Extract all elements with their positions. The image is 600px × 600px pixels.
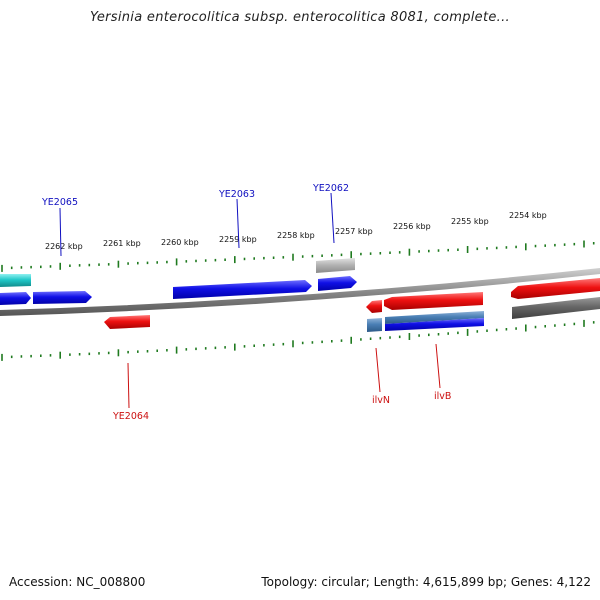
gene-arrow-ye2063[interactable] <box>173 280 312 299</box>
gene-label-ilvb[interactable]: ilvB <box>434 391 451 402</box>
scale-label: 2261 kbp <box>103 239 141 248</box>
gene-arrow-ilvn[interactable] <box>366 300 382 313</box>
gene-arrow-ye2062[interactable] <box>318 276 357 291</box>
gene-arrow-cyan[interactable] <box>0 274 31 287</box>
scale-label: 2256 kbp <box>393 222 431 231</box>
forward-strand-genes <box>0 258 600 310</box>
scale-label: 2258 kbp <box>277 231 315 240</box>
gene-arrow[interactable] <box>0 292 31 305</box>
gene-arrow-ye2062-pseudo[interactable] <box>316 258 355 273</box>
gene-label-ye2062[interactable]: YE2062 <box>312 183 349 194</box>
gene-label-ye2064[interactable]: YE2064 <box>112 411 149 422</box>
scale-label: 2259 kbp <box>219 235 257 244</box>
gene-arrow[interactable] <box>511 278 600 299</box>
scale-label: 2254 kbp <box>509 211 547 220</box>
scale-labels: 2262 kbp 2261 kbp 2260 kbp 2259 kbp 2258… <box>45 211 547 251</box>
gene-labels: YE2065 YE2063 YE2062 YE2064 ilvN ilvB <box>41 183 451 422</box>
gene-arrow-steel[interactable] <box>385 311 484 324</box>
scale-label: 2262 kbp <box>45 242 83 251</box>
scale-label: 2260 kbp <box>161 238 199 247</box>
reverse-strand-genes <box>104 297 600 332</box>
gene-arrow[interactable] <box>384 292 483 310</box>
map-title: Yersinia enterocolitica subsp. enterocol… <box>90 10 510 25</box>
gene-arrow-ye2065[interactable] <box>33 291 92 304</box>
gene-label-ye2065[interactable]: YE2065 <box>41 197 78 208</box>
scale-label: 2255 kbp <box>451 217 489 226</box>
gene-arrow-ye2064[interactable] <box>104 315 150 329</box>
gene-arrow-ilvb[interactable] <box>385 318 484 331</box>
gene-arrow-dark[interactable] <box>512 297 600 319</box>
gene-arrow-steel[interactable] <box>367 318 382 332</box>
scale-ticks-upper <box>1 240 595 272</box>
genome-backbone <box>0 268 600 316</box>
scale-label: 2257 kbp <box>335 227 373 236</box>
topology-summary: Topology: circular; Length: 4,615,899 bp… <box>261 575 591 589</box>
accession-text: Accession: NC_008800 <box>9 575 146 589</box>
gene-label-ye2063[interactable]: YE2063 <box>218 189 255 200</box>
scale-ticks-lower <box>1 319 595 361</box>
gene-label-ilvn[interactable]: ilvN <box>372 395 390 406</box>
